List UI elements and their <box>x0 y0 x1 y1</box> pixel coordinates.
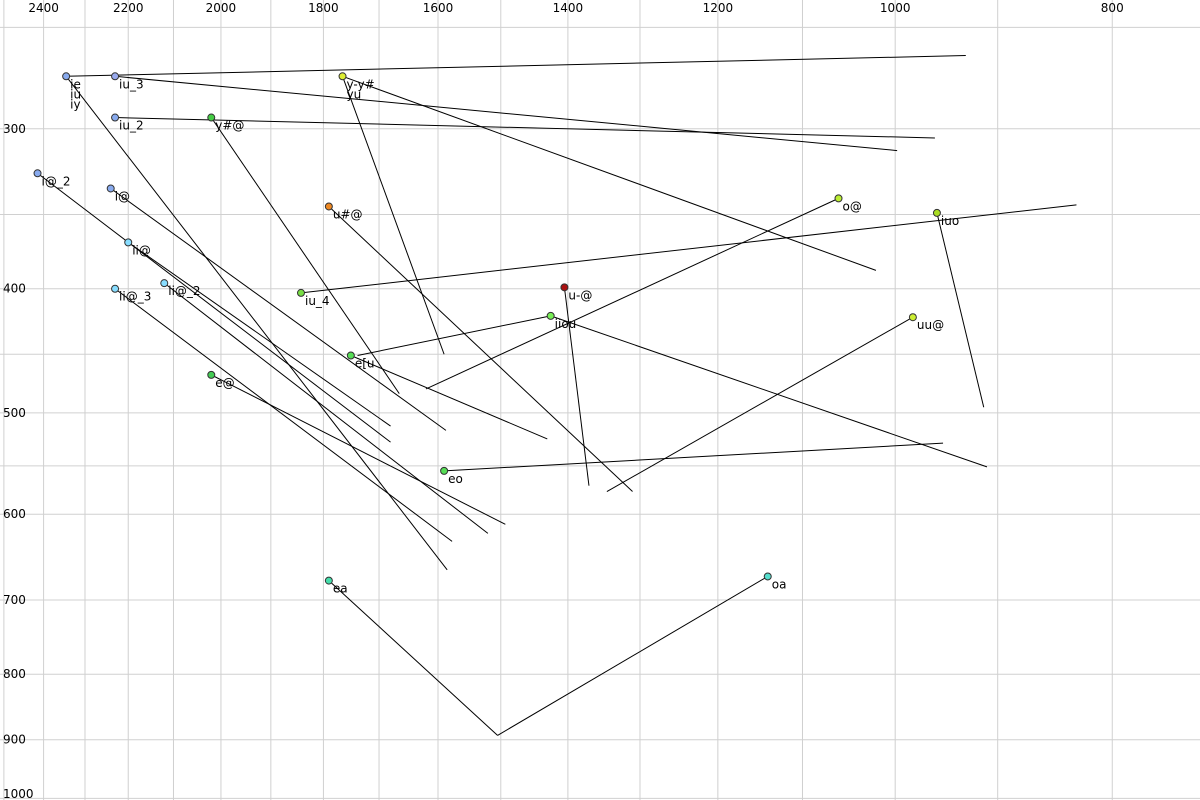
point-label: i@_2 <box>42 174 71 188</box>
y-tick-label: 600 <box>3 507 26 521</box>
data-point <box>560 283 569 292</box>
trajectory-line <box>357 315 551 356</box>
point-label: y-y# <box>347 77 375 91</box>
point-label: ii@_3 <box>119 290 151 304</box>
point-label: i@ <box>115 189 130 203</box>
trajectory-line <box>550 315 988 468</box>
y-tick-label: 800 <box>3 667 26 681</box>
data-point <box>546 311 555 320</box>
x-tick-label: 1800 <box>308 1 339 15</box>
data-point <box>124 238 133 247</box>
trajectory-line <box>163 282 489 534</box>
point-label: eo <box>448 472 463 486</box>
point-label: iiou <box>555 317 577 331</box>
data-point <box>111 72 120 81</box>
trajectory-line <box>328 580 498 736</box>
y-tick-label: 900 <box>3 733 26 747</box>
trajectory-line <box>115 117 935 139</box>
x-tick-label: 1400 <box>553 1 584 15</box>
data-point <box>111 113 120 122</box>
data-point <box>834 194 843 203</box>
point-label: ii@_2 <box>168 284 200 298</box>
point-label: e[u <box>355 356 375 370</box>
trajectory-line <box>342 75 877 271</box>
trajectory-line <box>342 76 445 355</box>
y-tick-label: 1000 <box>3 787 34 800</box>
trajectory-line <box>110 188 447 431</box>
trajectory-line <box>563 287 590 486</box>
trajectory-line <box>936 212 985 408</box>
data-point <box>763 572 772 581</box>
data-point <box>346 351 355 360</box>
point-label: e@ <box>215 376 234 390</box>
point-label: y#@ <box>215 119 244 133</box>
y-tick-label: 400 <box>3 282 26 296</box>
point-label: ea <box>333 582 348 596</box>
point-label: yu <box>347 87 362 101</box>
x-axis-ticks: 2400 2200 2000 1800 1600 1400 1200 1000 800 <box>28 1 1123 15</box>
trajectory-line <box>328 206 633 492</box>
point-label: iu <box>70 87 81 101</box>
data-point <box>160 279 169 288</box>
data-points <box>33 72 941 585</box>
x-tick-label: 1200 <box>703 1 734 15</box>
trajectory-line <box>37 172 391 443</box>
data-point <box>338 72 347 81</box>
point-label: ie <box>70 77 81 91</box>
y-tick-label: 700 <box>3 593 26 607</box>
data-point <box>207 113 216 122</box>
y-tick-label: 500 <box>3 406 26 420</box>
point-label: iu_3 <box>119 77 144 91</box>
trajectory-line <box>115 75 898 152</box>
trajectory-line <box>65 75 448 571</box>
y-tick-label: 300 <box>3 122 26 136</box>
point-label: iu_2 <box>119 119 144 133</box>
data-point <box>33 169 42 178</box>
x-tick-label: 2000 <box>206 1 237 15</box>
trajectory-line <box>444 442 944 472</box>
data-point <box>106 184 115 193</box>
data-point <box>207 370 216 379</box>
trajectory-line <box>211 374 506 525</box>
point-label: iuo <box>941 214 959 228</box>
trajectory-line <box>210 117 400 394</box>
point-label: u#@ <box>333 207 363 221</box>
x-tick-label: 800 <box>1101 1 1124 15</box>
trajectory-line <box>497 576 768 736</box>
data-point <box>296 288 305 297</box>
point-label: u-@ <box>568 288 592 302</box>
trajectory-line <box>127 241 391 427</box>
x-tick-label: 1000 <box>880 1 911 15</box>
trajectory-line <box>66 55 966 77</box>
y-axis-ticks: 300 400 500 600 700 800 900 1000 <box>3 122 34 800</box>
x-tick-label: 1600 <box>423 1 454 15</box>
point-label: ii@ <box>132 243 151 257</box>
x-tick-label: 2200 <box>113 1 144 15</box>
trajectory-line <box>425 197 839 390</box>
data-point <box>908 313 917 322</box>
trajectory-line <box>606 316 914 492</box>
data-point <box>440 466 449 475</box>
point-label: o@ <box>843 199 862 213</box>
data-point <box>324 576 333 585</box>
trajectory-line <box>300 204 1077 294</box>
point-label: uu@ <box>917 318 944 332</box>
trajectory-lines <box>37 55 1077 736</box>
data-point <box>62 72 71 81</box>
trajectory-line <box>350 355 548 440</box>
data-point <box>111 284 120 293</box>
point-label: iu_4 <box>305 294 330 308</box>
x-tick-label: 2400 <box>28 1 59 15</box>
trajectory-line <box>114 288 453 542</box>
point-label: iy <box>70 97 80 111</box>
data-point <box>932 208 941 217</box>
data-point <box>324 202 333 211</box>
point-label: oa <box>772 577 787 591</box>
